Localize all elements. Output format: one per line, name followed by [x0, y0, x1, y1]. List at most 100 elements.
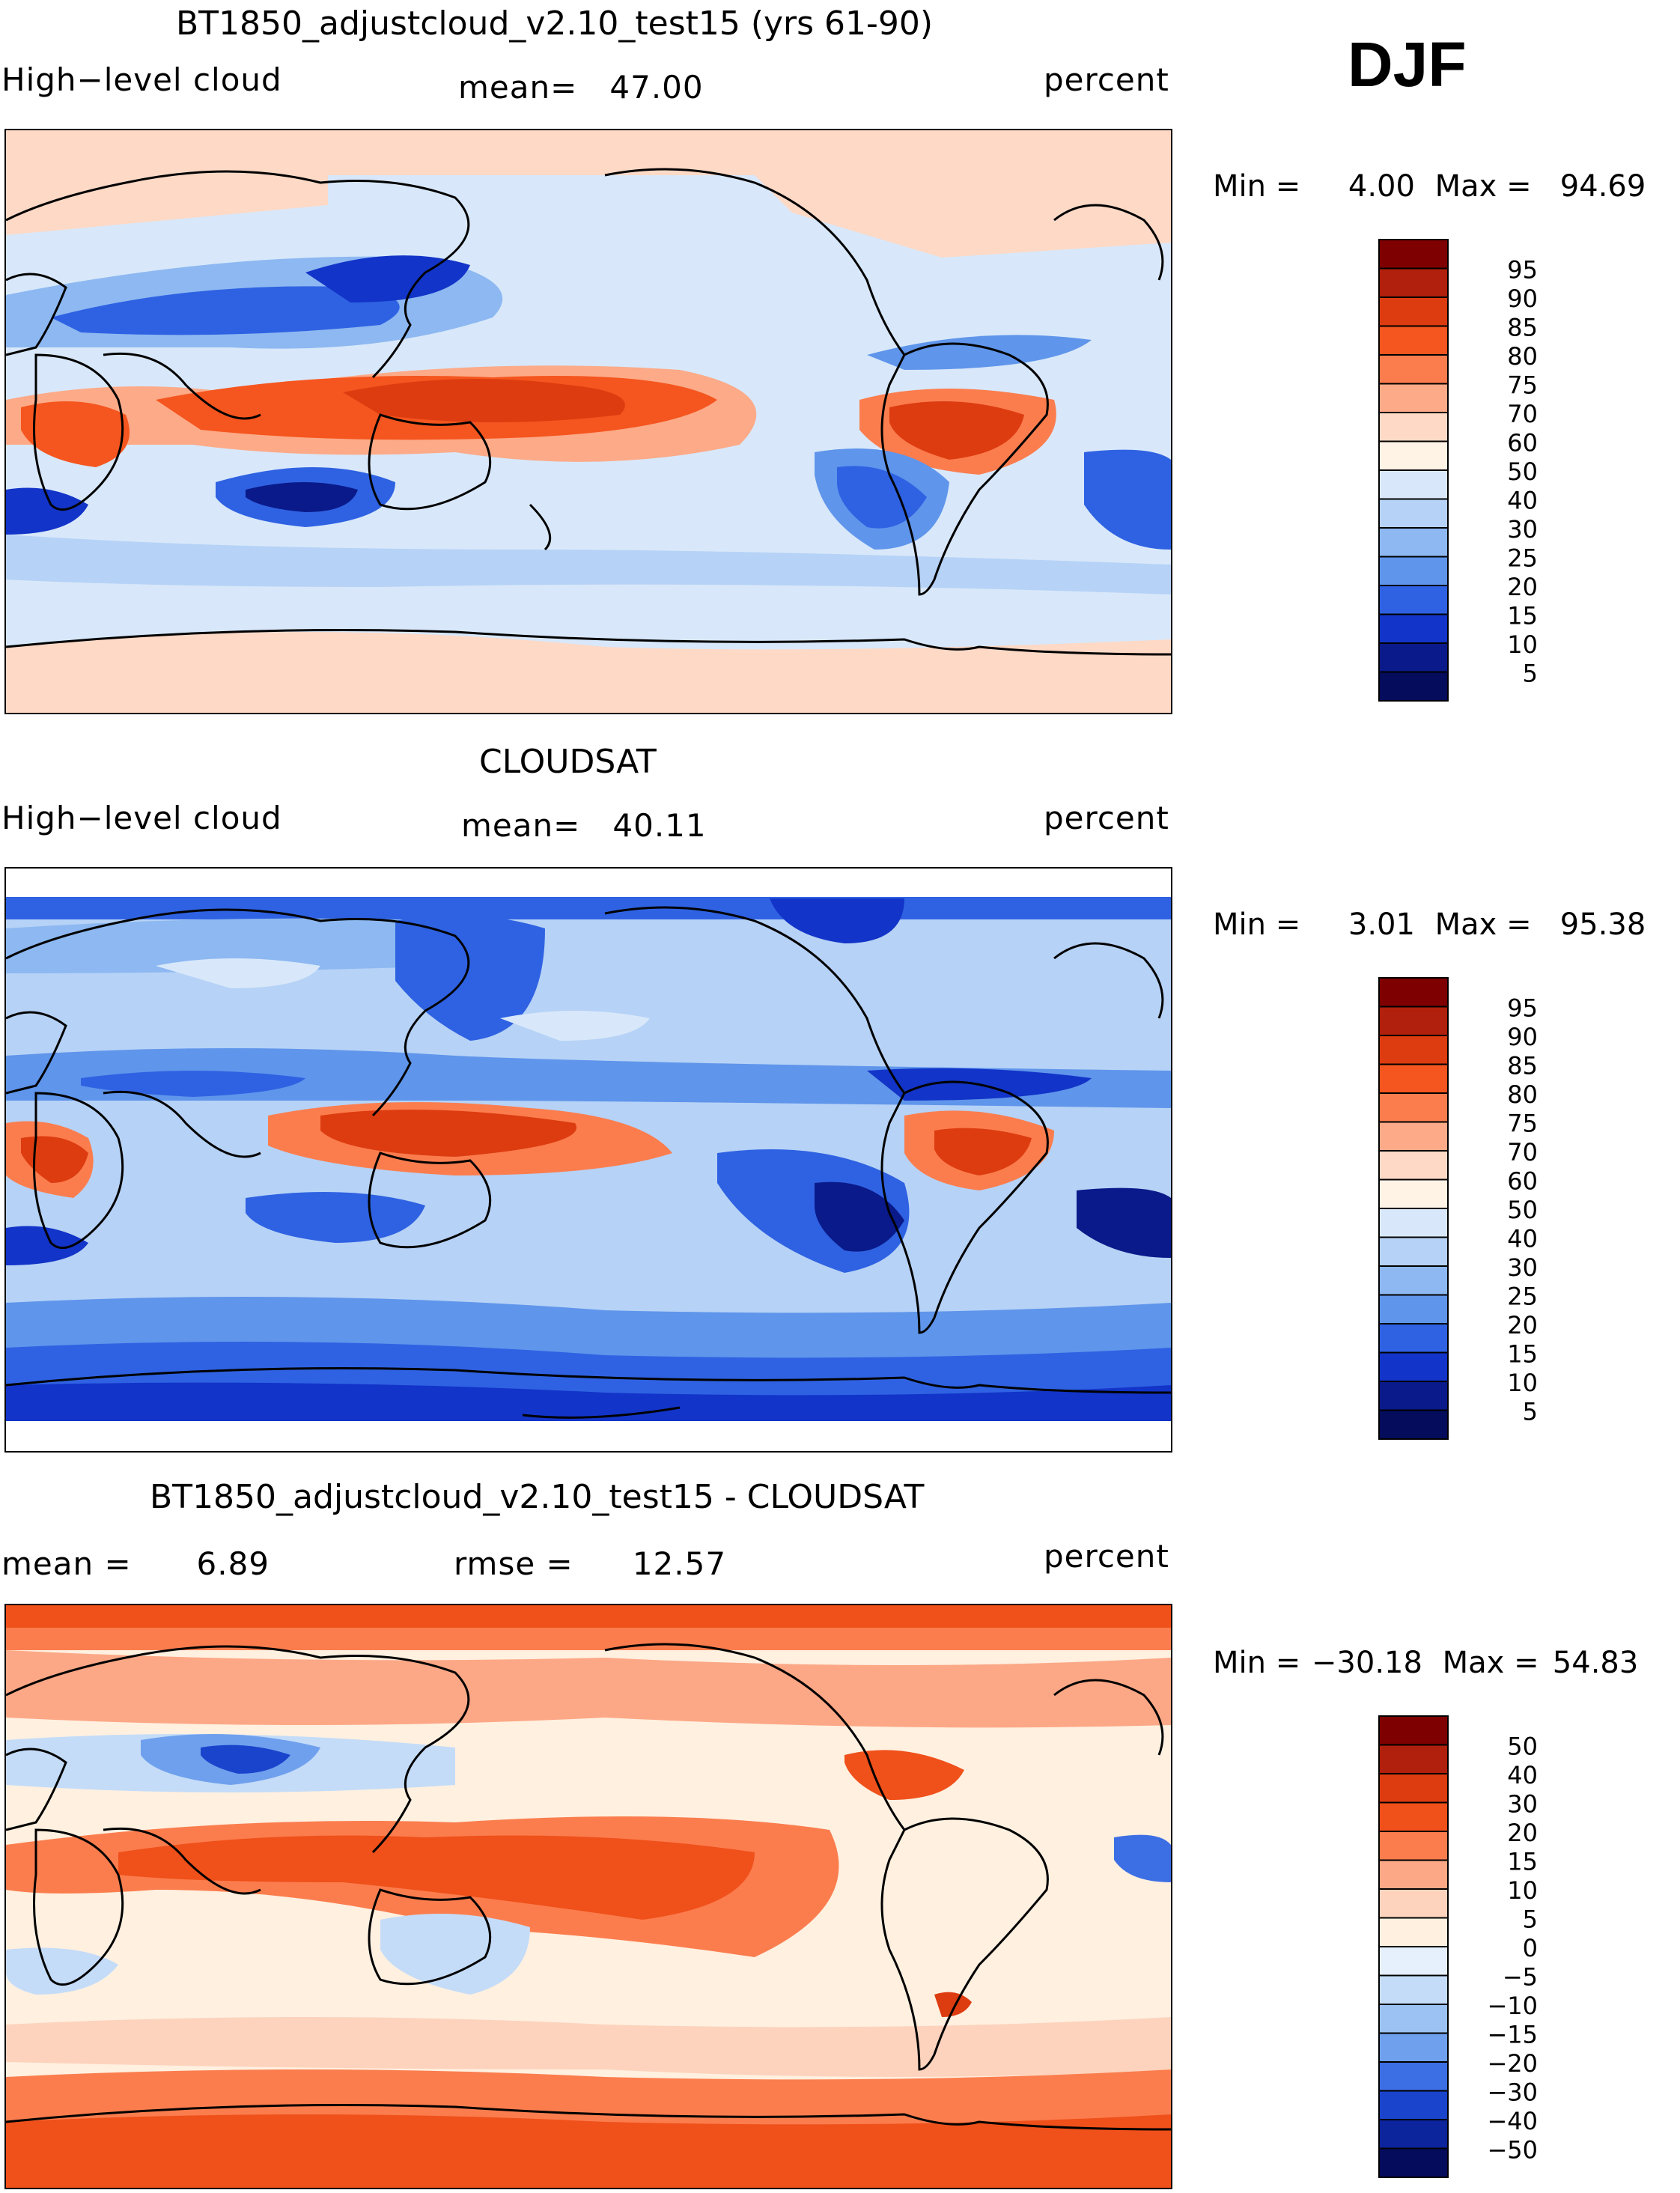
colorbar-swatch — [1378, 613, 1449, 644]
colorbar-tick-label: 70 — [1507, 1138, 1538, 1167]
colorbar-tick-label: −10 — [1487, 1992, 1538, 2020]
coastlines — [6, 168, 1171, 656]
colorbar-swatch — [1378, 469, 1449, 500]
panel-title: CLOUDSAT — [479, 743, 657, 781]
rmse-label: rmse = — [454, 1545, 573, 1582]
colorbar-tick-label: 50 — [1507, 1196, 1538, 1224]
colorbar-tick-label: 75 — [1507, 371, 1538, 400]
mean-readout: mean = 6.89 — [1, 1548, 270, 1580]
colorbar-tick-label: 30 — [1507, 1790, 1538, 1819]
units-label: percent — [1044, 800, 1169, 836]
min-max-readout: Min = −30.18 Max = 54.83 — [1213, 1646, 1638, 1680]
colorbar-tick-label: 5 — [1523, 660, 1538, 688]
colorbar-tick-label: 20 — [1507, 573, 1538, 601]
colorbar-tick-label: 75 — [1507, 1110, 1538, 1138]
units-label: percent — [1044, 1538, 1169, 1575]
colorbar-swatch — [1378, 585, 1449, 615]
colorbar-swatch — [1378, 977, 1449, 1008]
colorbar-swatch — [1378, 1294, 1449, 1324]
max-value: 95.38 — [1559, 907, 1646, 942]
colorbar-tick-label: 85 — [1507, 314, 1538, 342]
min-value: −30.18 — [1311, 1646, 1422, 1680]
colorbar-swatch — [1378, 296, 1449, 327]
mean-label: mean= — [458, 69, 578, 106]
min-value: 3.01 — [1348, 907, 1415, 942]
coastlines — [6, 1643, 1171, 2131]
colorbar-tick-label: 5 — [1523, 1905, 1538, 1934]
colorbar-swatch — [1378, 1888, 1449, 1919]
mean-value: 40.11 — [612, 807, 707, 844]
colorbar-swatch — [1378, 556, 1449, 586]
max-value: 54.83 — [1552, 1646, 1639, 1680]
colorbar-tick-label: −5 — [1503, 1963, 1538, 1992]
season-label: DJF — [1348, 29, 1467, 100]
colorbar-tick-label: 20 — [1507, 1311, 1538, 1339]
colorbar-tick-label: −30 — [1487, 2078, 1538, 2107]
colorbar-swatch — [1378, 2119, 1449, 2150]
colorbar-swatch — [1378, 1381, 1449, 1411]
colorbar-swatch — [1378, 1236, 1449, 1267]
colorbar-swatch — [1378, 412, 1449, 442]
colorbar-tick-label: 25 — [1507, 1283, 1538, 1311]
colorbar-swatch — [1378, 2090, 1449, 2120]
colorbar-swatch — [1378, 2004, 1449, 2034]
colorbar-tick-label: −40 — [1487, 2107, 1538, 2135]
colorbar-swatch — [1378, 325, 1449, 356]
max-label: Max = — [1442, 1646, 1539, 1680]
colorbar-swatch — [1378, 1092, 1449, 1123]
rmse-readout: rmse = 12.57 — [454, 1548, 726, 1580]
map-cloudsat-high-cloud — [4, 867, 1172, 1453]
colorbar-tick-label: 40 — [1507, 1225, 1538, 1253]
colorbar-swatch — [1378, 1006, 1449, 1036]
colorbar-swatch — [1378, 1035, 1449, 1065]
rmse-value: 12.57 — [632, 1545, 727, 1582]
colorbar-tick-label: 90 — [1507, 1023, 1538, 1051]
colorbar-swatch — [1378, 1946, 1449, 1977]
colorbar-tick-label: 90 — [1507, 285, 1538, 313]
variable-label: High−level cloud — [1, 800, 282, 836]
mean-value: 6.89 — [196, 1545, 270, 1582]
mean-value: 47.00 — [609, 69, 704, 106]
colorbar-tick-label: 70 — [1507, 400, 1538, 428]
colorbar-swatch — [1378, 354, 1449, 385]
contour-map — [6, 1605, 1171, 2188]
colorbar-swatch — [1378, 1917, 1449, 1947]
colorbar-tick-label: 15 — [1507, 1340, 1538, 1369]
units-label: percent — [1044, 61, 1169, 98]
colorbar-tick-label: 40 — [1507, 487, 1538, 515]
colorbar-tick-label: 60 — [1507, 1167, 1538, 1196]
colorbar-tick-label: −20 — [1487, 2049, 1538, 2078]
colorbar-swatch — [1378, 498, 1449, 529]
colorbar-swatch — [1378, 1121, 1449, 1152]
min-value: 4.00 — [1348, 169, 1415, 204]
colorbar-swatch — [1378, 1323, 1449, 1354]
colorbar-tick-label: 95 — [1507, 256, 1538, 285]
map-difference-high-cloud — [4, 1604, 1172, 2189]
map-model-high-cloud — [4, 129, 1172, 714]
colorbar-swatch — [1378, 1265, 1449, 1296]
max-label: Max = — [1434, 907, 1532, 942]
colorbar-model: 95 90 85 80 75 70 60 50 40 30 25 20 15 10 5 — [1378, 239, 1538, 704]
min-label: Min = — [1213, 907, 1301, 942]
colorbar-tick-label: 10 — [1507, 630, 1538, 659]
colorbar-swatch — [1378, 239, 1449, 270]
colorbar-difference: 50 40 30 20 15 10 5 0 −5 −10 −15 −20 −30 −40 −50 — [1378, 1715, 1538, 2180]
mean-readout: mean= 40.11 — [461, 810, 707, 842]
colorbar-tick-label: 15 — [1507, 1848, 1538, 1876]
panel-title: BT1850_adjustcloud_v2.10_test15 - CLOUDS… — [150, 1478, 925, 1516]
colorbar-swatch — [1378, 1715, 1449, 1746]
colorbar-swatch — [1378, 2147, 1449, 2178]
min-label: Min = — [1213, 169, 1301, 204]
colorbar-swatch — [1378, 1744, 1449, 1774]
coastlines — [6, 906, 1171, 1419]
colorbar-tick-label: 5 — [1523, 1398, 1538, 1426]
colorbar-tick-label: 80 — [1507, 342, 1538, 371]
colorbar-swatch — [1378, 440, 1449, 471]
colorbar-tick-label: 10 — [1507, 1369, 1538, 1397]
colorbar-tick-label: 50 — [1507, 457, 1538, 486]
mean-label: mean= — [461, 807, 581, 844]
colorbar-swatch — [1378, 383, 1449, 413]
